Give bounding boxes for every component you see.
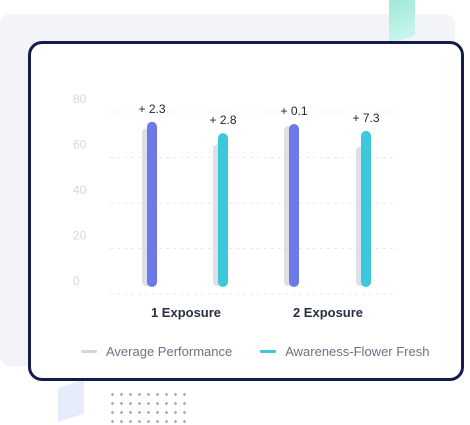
data-label-2-exposure-awareness-flower-fresh: + 7.3 bbox=[352, 111, 379, 125]
legend-swatch-awareness-flower-fresh bbox=[260, 349, 277, 353]
legend-label-awareness-flower-fresh: Awareness-Flower Fresh bbox=[285, 343, 430, 359]
y-tick-label-60: 60 bbox=[73, 138, 87, 152]
bar-1-exposure-awareness-flower-fresh bbox=[218, 133, 228, 287]
decorative-dot-grid bbox=[108, 390, 188, 424]
data-label-1-exposure-average-performance: + 2.3 bbox=[138, 102, 165, 116]
y-tick-label-0: 0 bbox=[73, 274, 80, 288]
chart-card bbox=[28, 41, 464, 381]
x-category-label-2-exposure: 2 Exposure bbox=[293, 305, 363, 320]
legend-item-awareness-flower-fresh: Awareness-Flower Fresh bbox=[260, 344, 429, 359]
legend-swatch-average-performance bbox=[81, 349, 97, 353]
bar-2-exposure-average-performance bbox=[289, 124, 299, 288]
x-category-label-1-exposure: 1 Exposure bbox=[151, 305, 221, 320]
y-tick-label-80: 80 bbox=[73, 92, 87, 106]
y-tick-label-20: 20 bbox=[73, 229, 87, 243]
legend-label-average-performance: Average Performance bbox=[106, 343, 233, 359]
chart-legend: Average Performance Awareness-Flower Fre… bbox=[81, 341, 457, 361]
data-label-2-exposure-average-performance: + 0.1 bbox=[280, 104, 307, 118]
data-label-1-exposure-awareness-flower-fresh: + 2.8 bbox=[209, 113, 236, 127]
bar-1-exposure-average-performance bbox=[147, 121, 157, 287]
bar-2-exposure-awareness-flower-fresh bbox=[361, 130, 371, 287]
y-tick-label-40: 40 bbox=[73, 183, 87, 197]
legend-item-average-performance: Average Performance bbox=[81, 344, 232, 359]
